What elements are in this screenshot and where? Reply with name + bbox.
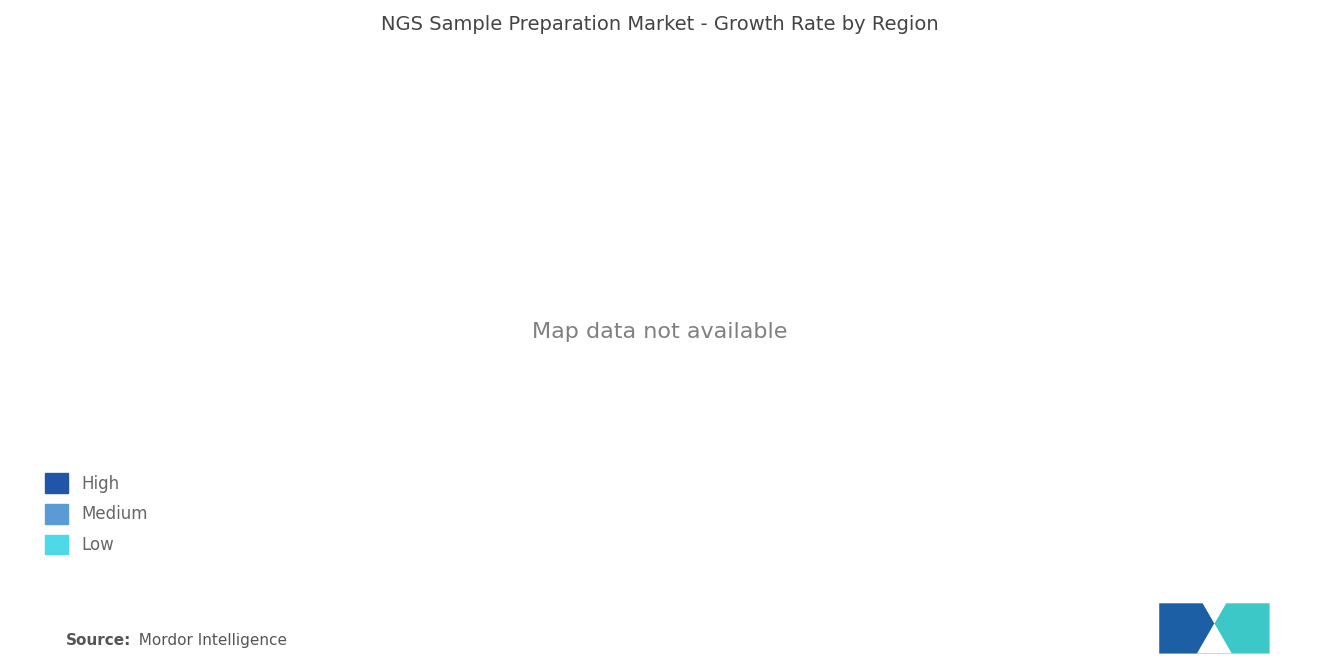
Text: Source:: Source:	[66, 633, 132, 648]
Legend: High, Medium, Low: High, Medium, Low	[36, 465, 156, 563]
Polygon shape	[1159, 603, 1232, 654]
Title: NGS Sample Preparation Market - Growth Rate by Region: NGS Sample Preparation Market - Growth R…	[381, 15, 939, 34]
Text: Mordor Intelligence: Mordor Intelligence	[129, 633, 288, 648]
Polygon shape	[1197, 603, 1232, 654]
Polygon shape	[1197, 603, 1270, 654]
Text: Map data not available: Map data not available	[532, 322, 788, 342]
